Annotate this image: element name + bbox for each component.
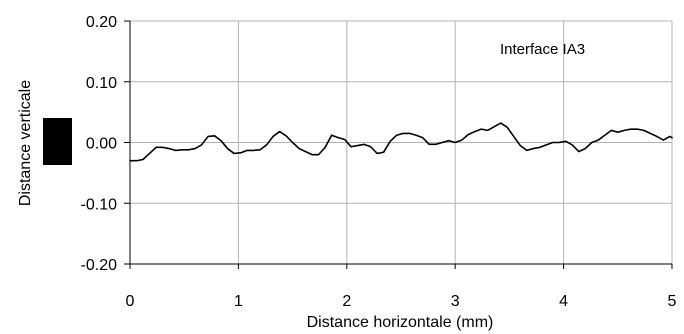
x-tick-label-2: 2 [342, 293, 351, 310]
y-tick-label--0.10: -0.10 [81, 196, 118, 213]
series-layer [129, 122, 673, 162]
axis-layer [124, 20, 673, 269]
label-layer: Distance horizontale (mm) Distance verti… [17, 80, 493, 331]
y-axis-marker [43, 118, 72, 165]
x-tick-label-4: 4 [559, 293, 568, 310]
x-tick-label-3: 3 [451, 293, 460, 310]
y-tick-label-0.20: 0.20 [86, 14, 117, 31]
x-axis-title: Distance horizontale (mm) [307, 314, 494, 331]
y-axis-title: Distance verticale [17, 80, 34, 206]
x-tick-label-5: 5 [668, 293, 677, 310]
tick-label-layer: 0.20 0.10 0.00 -0.10 -0.20 0 1 2 3 4 5 [81, 14, 677, 310]
y-tick-label--0.20: -0.20 [81, 257, 118, 274]
interface-annotation: Interface IA3 [500, 41, 585, 58]
y-tick-label-0.10: 0.10 [86, 75, 117, 92]
x-tick-label-1: 1 [234, 293, 243, 310]
profile-line-series-0 [129, 122, 673, 162]
annotation-layer: Interface IA3 [500, 41, 585, 58]
x-tick-label-0: 0 [126, 293, 135, 310]
y-tick-label-0.00: 0.00 [86, 136, 117, 153]
